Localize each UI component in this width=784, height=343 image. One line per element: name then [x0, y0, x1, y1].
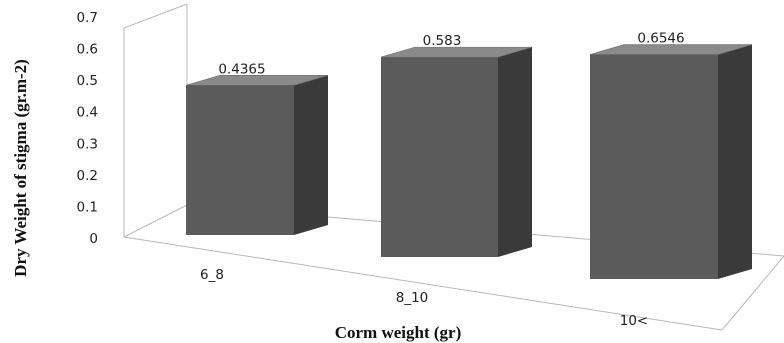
- frame-line: [123, 204, 188, 238]
- bar: [589, 44, 753, 279]
- bar-side: [498, 47, 532, 257]
- bar: [185, 75, 329, 235]
- bar: [380, 46, 533, 257]
- x-axis-categories: 6_8 8_10 10<: [200, 267, 648, 329]
- data-labels: 0.4365 0.583 0.6546: [218, 31, 684, 78]
- y-tick-label: 0: [89, 231, 98, 247]
- bars: [185, 44, 753, 279]
- y-tick-label: 0.3: [77, 136, 98, 152]
- y-tick-label: 0.5: [77, 73, 98, 89]
- bar-side: [294, 75, 328, 235]
- x-axis-title: Corm weight (gr): [335, 323, 462, 342]
- bar-front: [590, 54, 718, 279]
- x-tick-label: 10<: [620, 313, 649, 329]
- frame-line: [123, 3, 188, 29]
- y-axis-ticks: 0 0.1 0.2 0.3 0.4 0.5 0.6 0.7: [77, 10, 98, 247]
- bar-front: [186, 85, 294, 235]
- y-tick-label: 0.4: [77, 105, 98, 121]
- y-axis-title: Dry Weight of stigma (gr.m-2): [11, 59, 30, 277]
- frame-line: [721, 255, 784, 331]
- y-tick-label: 0.6: [77, 42, 98, 58]
- y-tick-label: 0.2: [77, 168, 98, 184]
- y-tick-label: 0.7: [77, 10, 98, 26]
- y-tick-label: 0.1: [77, 199, 98, 215]
- frame-line: [123, 236, 723, 331]
- data-label: 0.583: [423, 33, 462, 49]
- data-label: 0.6546: [637, 31, 684, 47]
- data-label: 0.4365: [218, 61, 265, 77]
- bar-side: [718, 44, 752, 279]
- x-tick-label: 6_8: [200, 267, 224, 283]
- bar-front: [381, 57, 498, 257]
- x-tick-label: 8_10: [396, 290, 429, 306]
